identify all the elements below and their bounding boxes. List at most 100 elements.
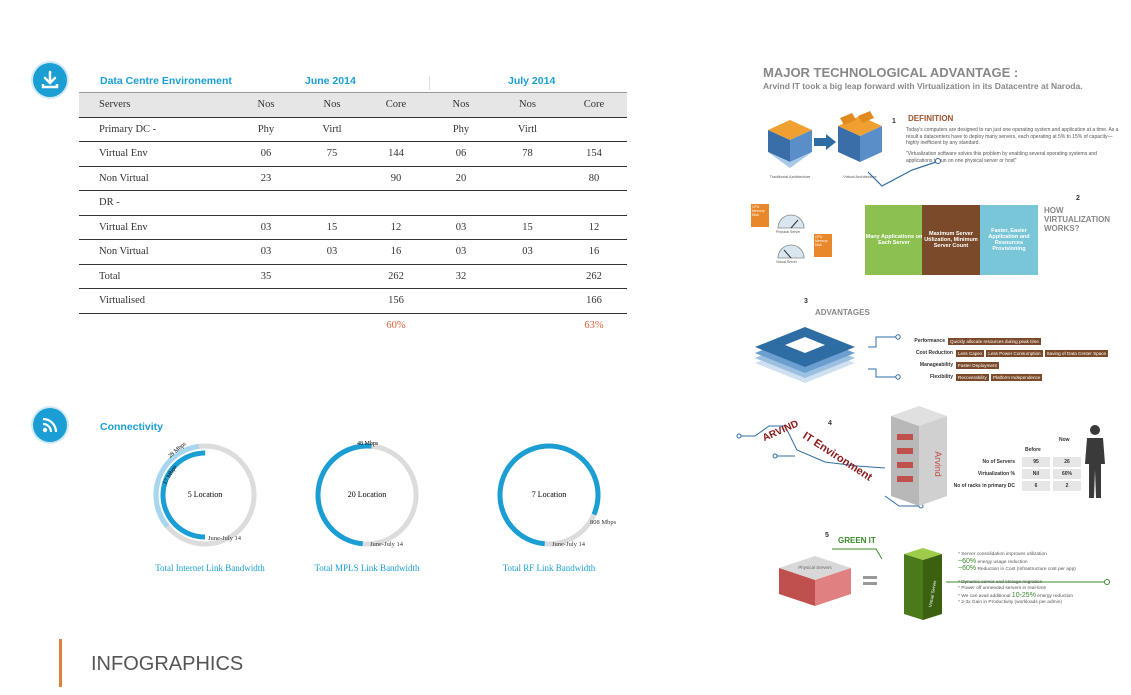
s5-b4: * Dynamic server and storage migration	[958, 579, 1043, 585]
infographic-title: MAJOR TECHNOLOGICAL ADVANTAGE :	[763, 65, 1019, 80]
section-definition: Traditional Architecture Virtual Archite…	[760, 100, 1130, 192]
stats-cell: Nil	[1022, 469, 1050, 479]
table-cell: 35	[232, 264, 300, 289]
table-cell: 78	[494, 141, 561, 167]
s2-box-brown: Maximum Server Utilization, Minimum Serv…	[922, 205, 980, 275]
table-row: Non Virtual 23 90 20 80	[79, 166, 627, 191]
physical-servers-illustration: Physical Servers	[779, 556, 851, 606]
advantage-label: Cost Reduction	[916, 350, 953, 356]
table-cell	[79, 313, 232, 337]
table-cell: Total	[79, 264, 232, 289]
table-cell: Primary DC -	[79, 117, 232, 142]
table-cell: 32	[428, 264, 494, 289]
advantage-tag: Quickly allocate resources during peak t…	[948, 337, 1041, 345]
table-cell	[232, 190, 300, 216]
table-cell: 12	[561, 215, 627, 240]
s4-stats-table: No of Servers 95 26 Virtualization % Nil 60% N…	[935, 456, 1085, 492]
advantage-row: Manageability Faster Deployment	[908, 359, 1130, 371]
table-cell	[428, 190, 494, 216]
table-cell	[300, 288, 364, 314]
advantage-tag: Less Capex	[956, 349, 985, 357]
donut-rf-label-bottom: June-July 14	[552, 541, 586, 548]
layered-platform-illustration	[755, 327, 855, 383]
advantage-tag: Saving of Data Center Space	[1044, 349, 1109, 357]
table-cell: Virtualised	[79, 288, 232, 314]
person-silhouette	[1085, 425, 1105, 498]
s5-b3-big: ~60%	[958, 565, 977, 572]
s2-cap-virtual: Virtual Server	[776, 260, 798, 264]
table-cell: Virtl	[494, 117, 561, 142]
table-title: Data Centre Environement	[100, 75, 232, 87]
caption-rf: Total RF Link Bandwidth	[502, 563, 596, 573]
s1-number: 1	[892, 118, 896, 125]
table-cell: DR -	[79, 190, 232, 216]
table-cell: Core	[364, 92, 428, 118]
table-cell: 12	[364, 215, 428, 240]
s2-number: 2	[1076, 195, 1080, 202]
s2-cap-physical: Physical Server	[776, 230, 801, 234]
table-cell: 03	[300, 239, 364, 265]
table-percent-row: 60% 63%	[79, 313, 627, 337]
table-cell: 03	[232, 239, 300, 265]
s5-b6-big: 10-25%	[1011, 591, 1036, 599]
section-advantages: 3 ADVANTAGES Performance Quickly allocate…	[748, 295, 1131, 390]
donut-mpls-label-top: 48 Mbps	[357, 441, 379, 447]
s2-box-teal: Faster, Easier Application and Resources…	[980, 205, 1038, 275]
s5-b1: * Server consolidation improves utilizat…	[958, 552, 1047, 557]
stats-cell: 95	[1022, 457, 1050, 467]
table-row: Virtual Env 03 15 12 03 15 12	[79, 215, 627, 240]
table-cell: Servers	[79, 92, 232, 118]
gauge-icon	[777, 214, 805, 229]
s5-b2: ~60% energy usage reduction	[958, 558, 1128, 567]
s3-number: 3	[804, 298, 808, 305]
table-cell: 16	[364, 239, 428, 265]
table-cell: 90	[364, 166, 428, 191]
donut-rf: 7 Location 808 Mbps June-July 14	[497, 443, 617, 548]
data-centre-table: Servers Nos Nos Core Nos Nos Core Primary DC - P…	[79, 92, 627, 337]
s3-connector-lines	[868, 334, 901, 380]
s1-text2: "Virtualization software solves this pro…	[906, 151, 1097, 164]
s5-b5: * Power off unneeded servers in real-tim…	[958, 586, 1047, 591]
table-cell	[232, 288, 300, 314]
stats-cell: 26	[1053, 457, 1081, 467]
table-cell	[494, 288, 561, 314]
s5-b6-text: energy reduction	[1037, 593, 1074, 599]
table-cell: Core	[561, 92, 627, 118]
table-cell: 262	[561, 264, 627, 289]
advantage-label: Flexibility	[929, 374, 953, 380]
table-cell: Virtual Env	[79, 215, 232, 240]
download-icon	[33, 63, 67, 97]
table-cell: 23	[232, 166, 300, 191]
table-cell: 03	[428, 239, 494, 265]
s2-box2-text: Maximum Server Utilization, Minimum Serv…	[924, 231, 978, 249]
s2-box3-text: Faster, Easier Application and Resources…	[988, 228, 1030, 252]
table-header-row: Servers Nos Nos Core Nos Nos Core	[79, 92, 627, 118]
section-green-it: 5 GREEN IT Physical Servers Virtual Serv…	[770, 528, 1131, 623]
section-it-environment: 4 ARVIND IT Environment Arvind Before No…	[735, 400, 1131, 520]
stats-cell: 6	[1022, 481, 1050, 491]
donut-mpls-center: 20 Location	[348, 490, 386, 499]
s2-tag-right: CPU Memory Disk	[814, 234, 832, 257]
table-cell: 63%	[584, 319, 604, 331]
s5-number: 5	[825, 532, 829, 539]
stats-row: Virtualization % Nil 60%	[935, 468, 1085, 480]
advantage-label: Manageability	[919, 362, 953, 368]
table-cell: 16	[561, 239, 627, 265]
table-cell: Phy	[428, 117, 494, 142]
table-cell: 75	[300, 141, 364, 167]
stats-row: No of Servers 95 26	[935, 456, 1085, 468]
table-cell	[494, 313, 561, 337]
table-cell: 06	[428, 141, 494, 167]
table-row: Virtualised 156 166	[79, 288, 627, 314]
donut-internet-center: 5 Location	[188, 490, 222, 499]
datacentre-building-illustration: Arvind	[891, 406, 947, 506]
server-stacks-illustration: Traditional Architecture Virtual Archite…	[768, 111, 882, 179]
advantage-tag: Recoverability	[956, 373, 989, 381]
s2-box1-text: Many Applications on Each Server	[865, 234, 923, 246]
table-cell: 156	[364, 288, 428, 314]
s4-number: 4	[828, 420, 832, 427]
table-cell: 154	[561, 141, 627, 167]
table-cell: 03	[494, 239, 561, 265]
table-cell	[494, 190, 561, 216]
table-cell: 03	[232, 215, 300, 240]
